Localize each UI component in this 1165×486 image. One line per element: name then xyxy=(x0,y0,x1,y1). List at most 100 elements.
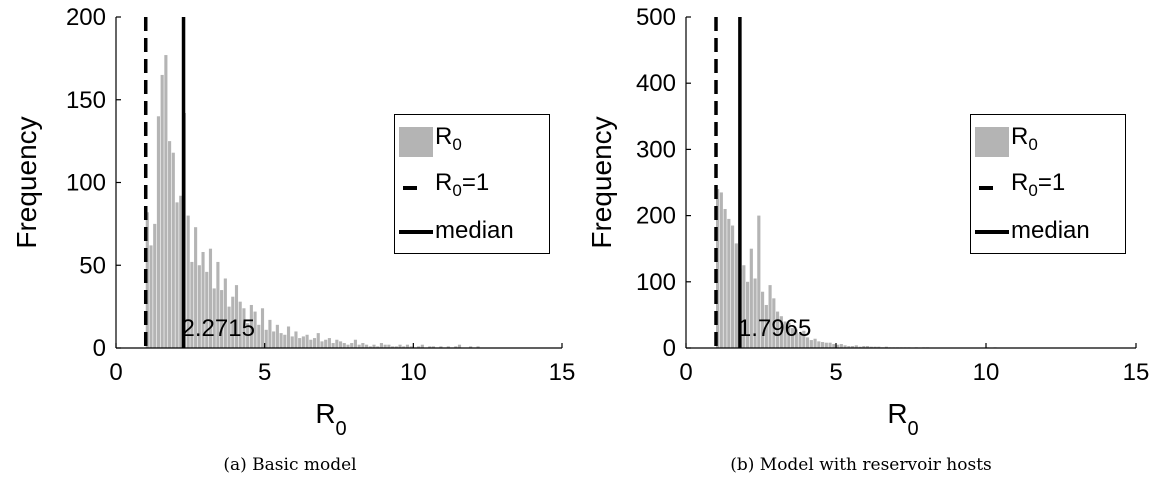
y-tick-label: 50 xyxy=(79,252,106,279)
y-axis-label: Frequency xyxy=(586,116,617,248)
legend-label-r0-equals-one: R0=1 xyxy=(1011,169,1066,200)
histogram-bar xyxy=(862,346,866,348)
histogram-bar xyxy=(457,344,462,348)
histogram-bar xyxy=(858,346,862,348)
histogram-bar xyxy=(746,281,750,348)
chart-panel-reservoir-hosts: 0 5 10 15 0 100 200 300 400 500 1.7965 R0 Frequency … xyxy=(576,0,1165,486)
histogram-bar xyxy=(290,336,294,348)
histogram-bar xyxy=(327,338,331,348)
histogram-bars xyxy=(716,189,997,348)
histogram-reservoir-hosts: 0 5 10 15 0 100 200 300 400 500 1.7965 R0 Frequency xyxy=(586,4,1149,440)
histogram-bar xyxy=(156,116,160,348)
histogram-bar xyxy=(205,271,209,348)
x-axis-label: R0 xyxy=(887,398,918,440)
x-tick-label: 5 xyxy=(829,359,842,386)
histogram-bar xyxy=(798,333,802,348)
y-tick-label: 200 xyxy=(636,203,676,230)
histogram-bar xyxy=(723,208,727,348)
histogram-bar xyxy=(731,225,735,348)
legend-basic-model: R0 R0=1 median xyxy=(394,114,550,254)
histogram-bar xyxy=(208,248,213,348)
y-tick-label: 0 xyxy=(93,335,106,362)
histogram-bar xyxy=(817,341,821,348)
x-tick-label: 5 xyxy=(258,359,271,386)
histogram-bar xyxy=(171,152,175,348)
histogram-bar xyxy=(249,304,253,348)
caption-basic-model: (a) Basic model xyxy=(223,455,357,475)
histogram-bar xyxy=(869,346,873,348)
histogram-bar xyxy=(201,252,205,348)
histogram-bar xyxy=(272,331,276,348)
histogram-bar xyxy=(320,341,324,348)
histogram-bar xyxy=(301,336,305,348)
histogram-bar xyxy=(776,311,780,348)
histogram-bar xyxy=(742,265,746,348)
x-tick-label: 0 xyxy=(109,359,122,386)
histogram-bar xyxy=(260,308,265,348)
histogram-bar xyxy=(223,278,227,348)
y-tick-label: 200 xyxy=(66,4,106,31)
histogram-bar xyxy=(813,338,817,348)
histogram-bar xyxy=(194,227,198,348)
x-tick-label: 0 xyxy=(679,359,692,386)
x-tick-label: 10 xyxy=(973,359,1000,386)
histogram-bar xyxy=(764,304,768,348)
legend-swatch-bars xyxy=(399,127,433,157)
legend-label-median: median xyxy=(1011,217,1090,244)
histogram-bar xyxy=(234,285,239,348)
histogram-bar xyxy=(379,343,383,348)
legend-swatch-solid-line xyxy=(975,230,1009,234)
histogram-bar xyxy=(368,346,372,348)
y-tick-label: 500 xyxy=(636,4,676,31)
histogram-bar xyxy=(212,288,216,348)
histogram-bar xyxy=(190,261,194,348)
histogram-bar xyxy=(405,344,410,348)
histogram-bar xyxy=(866,346,870,348)
histogram-bar xyxy=(286,326,291,348)
histogram-bar xyxy=(387,344,391,348)
histogram-bar xyxy=(331,343,335,348)
histogram-bar xyxy=(231,296,235,348)
histogram-bar xyxy=(361,343,365,348)
caption-reservoir-hosts: (b) Model with reservoir hosts xyxy=(730,455,992,475)
histogram-bar xyxy=(851,346,855,348)
histogram-bar xyxy=(727,218,731,348)
histogram-bar xyxy=(350,343,354,348)
histogram-bar xyxy=(346,344,350,348)
histogram-bar xyxy=(854,345,858,348)
legend-swatch-solid-line xyxy=(399,230,433,234)
histogram-bar xyxy=(391,346,395,348)
chart-panel-basic-model: 0 5 10 15 0 50 100 150 200 2.2715 R0 Frequency R0 R… xyxy=(0,0,582,486)
histogram-bar xyxy=(824,342,828,348)
histogram-bar xyxy=(791,328,795,348)
histogram-bar xyxy=(757,215,761,348)
histogram-bar xyxy=(238,301,242,348)
histogram-bar xyxy=(768,285,772,348)
legend-swatch-dashed-line xyxy=(979,186,993,190)
histogram-bar xyxy=(431,346,436,348)
histogram-bar xyxy=(794,329,798,348)
histogram-bar xyxy=(839,344,843,348)
histogram-bar xyxy=(734,243,738,348)
histogram-bar xyxy=(335,339,339,348)
histogram-bar xyxy=(246,323,250,348)
histogram-bar xyxy=(153,223,157,348)
legend-swatch-bars xyxy=(975,127,1009,157)
histogram-bar xyxy=(749,248,753,348)
histogram-bar xyxy=(324,339,328,348)
histogram-bar xyxy=(298,338,302,348)
y-axis-label: Frequency xyxy=(11,116,42,248)
histogram-bar xyxy=(357,344,361,348)
histogram-bar xyxy=(257,324,261,348)
histogram-bar xyxy=(806,337,810,348)
histogram-bar xyxy=(787,322,791,348)
histogram-bar xyxy=(779,316,783,348)
histogram-bar xyxy=(832,344,836,348)
histogram-bar xyxy=(175,202,179,348)
histogram-bar xyxy=(398,344,402,348)
histogram-bar xyxy=(417,346,421,348)
legend-swatch-dashed-line xyxy=(403,186,417,190)
histogram-bar xyxy=(420,344,424,348)
histogram-bar xyxy=(783,321,787,348)
